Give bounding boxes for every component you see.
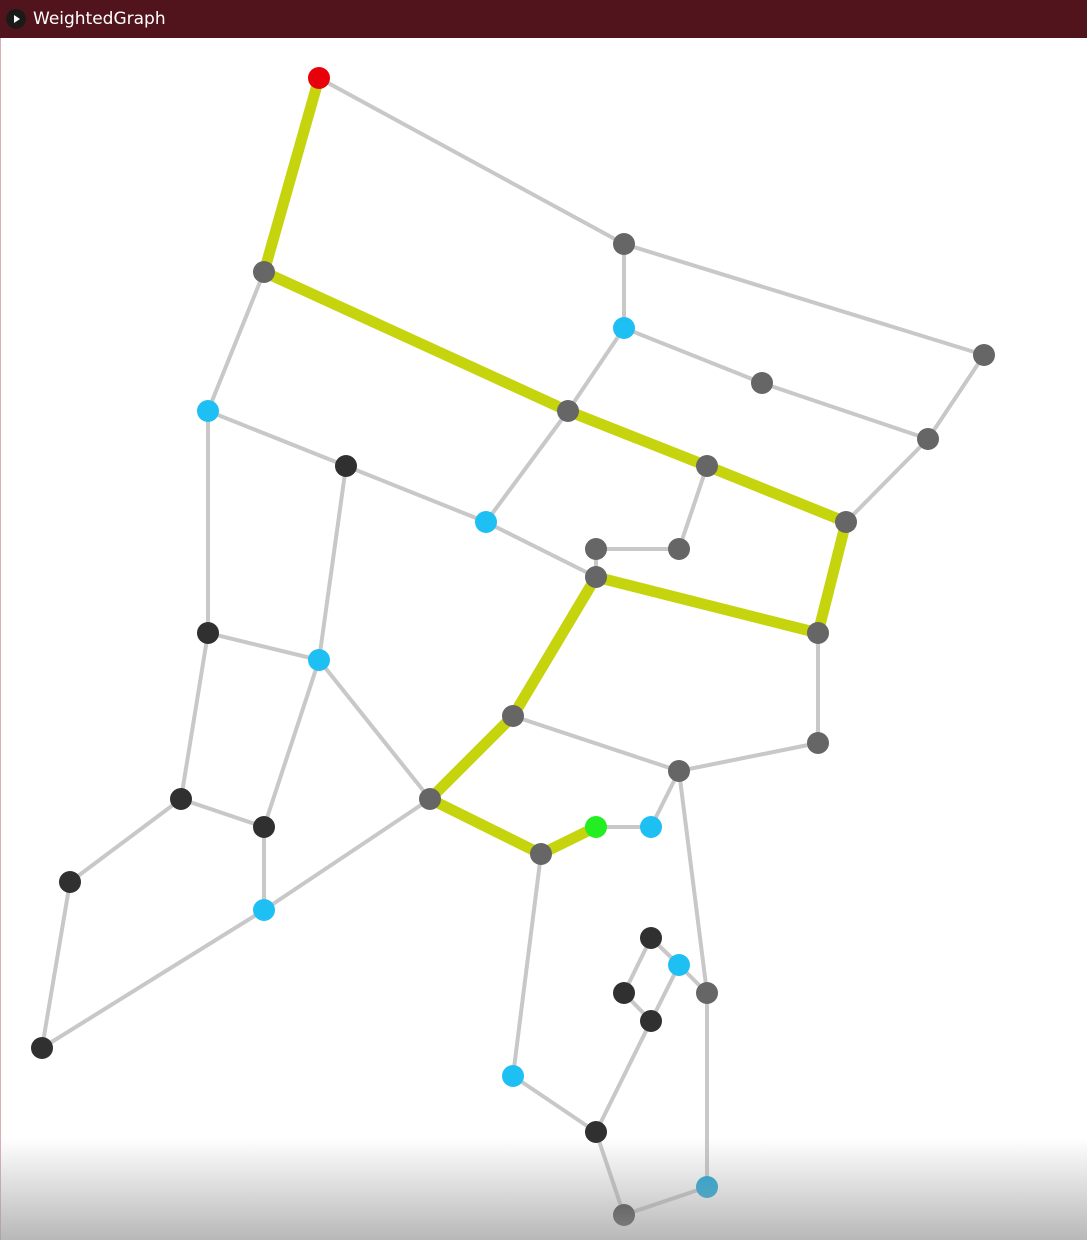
graph-node[interactable] (530, 843, 552, 865)
graph-node[interactable] (197, 400, 219, 422)
graph-edge (206, 270, 266, 413)
graph-edge (179, 797, 266, 829)
graph-node[interactable] (253, 261, 275, 283)
graph-node[interactable] (696, 455, 718, 477)
graph-node[interactable] (557, 400, 579, 422)
graph-node[interactable] (973, 344, 995, 366)
graph-node[interactable] (613, 1204, 635, 1226)
graph-node[interactable] (696, 982, 718, 1004)
graph-edge (677, 464, 709, 551)
graph-edge (622, 326, 764, 385)
graph-edge (677, 741, 820, 773)
graph-node[interactable] (917, 428, 939, 450)
graph-edge (677, 769, 709, 995)
graph-edge (179, 631, 210, 801)
end-node[interactable] (585, 816, 607, 838)
graph-node[interactable] (59, 871, 81, 893)
graph-edge (484, 520, 598, 579)
graph-edge (511, 1074, 598, 1134)
graph-node[interactable] (308, 649, 330, 671)
graph-edge (344, 464, 488, 524)
graph-node[interactable] (640, 1010, 662, 1032)
graph-node[interactable] (807, 622, 829, 644)
graph-edge (566, 326, 626, 413)
graph-node[interactable] (502, 1065, 524, 1087)
graph-node[interactable] (197, 622, 219, 644)
app-icon (6, 9, 26, 29)
graph-edge (760, 381, 930, 441)
graph-node[interactable] (835, 511, 857, 533)
graph-node[interactable] (475, 511, 497, 533)
graph-edge (40, 880, 72, 1050)
graph-node[interactable] (613, 233, 635, 255)
nodes-layer (31, 67, 995, 1226)
window-title: WeightedGraph (33, 9, 166, 29)
graph-node[interactable] (502, 705, 524, 727)
graph-node[interactable] (170, 788, 192, 810)
graph-node[interactable] (585, 1121, 607, 1143)
title-bar: WeightedGraph (0, 0, 1087, 38)
graph-edge (317, 76, 626, 246)
weighted-graph[interactable] (1, 38, 1087, 1240)
graph-node[interactable] (807, 732, 829, 754)
graph-node[interactable] (640, 927, 662, 949)
graph-node[interactable] (668, 954, 690, 976)
graph-edge (206, 409, 348, 468)
graph-node[interactable] (585, 566, 607, 588)
edges-layer (40, 76, 986, 1217)
graph-edge (622, 242, 986, 357)
graph-canvas[interactable] (0, 38, 1087, 1240)
graph-node[interactable] (253, 899, 275, 921)
graph-node[interactable] (585, 538, 607, 560)
graph-node[interactable] (668, 538, 690, 560)
graph-edge (262, 658, 321, 829)
graph-node[interactable] (640, 816, 662, 838)
graph-edge (844, 437, 930, 524)
graph-edge (622, 1185, 709, 1217)
graph-node[interactable] (253, 816, 275, 838)
graph-edge (594, 1130, 626, 1217)
graph-node[interactable] (751, 372, 773, 394)
graph-node[interactable] (696, 1176, 718, 1198)
graph-node[interactable] (668, 760, 690, 782)
graph-edge (206, 631, 321, 662)
graph-node[interactable] (31, 1037, 53, 1059)
graph-edge (317, 464, 348, 662)
graph-node[interactable] (335, 455, 357, 477)
graph-edge (40, 908, 266, 1050)
graph-edge (317, 658, 432, 801)
graph-edge (68, 797, 183, 884)
graph-edge (511, 714, 681, 773)
graph-node[interactable] (613, 982, 635, 1004)
graph-edge (594, 1019, 653, 1134)
graph-edge (262, 797, 432, 912)
graph-edge (511, 852, 543, 1078)
graph-edge (926, 353, 986, 441)
start-node[interactable] (308, 67, 330, 89)
graph-node[interactable] (613, 317, 635, 339)
graph-edge (484, 409, 570, 524)
graph-node[interactable] (419, 788, 441, 810)
